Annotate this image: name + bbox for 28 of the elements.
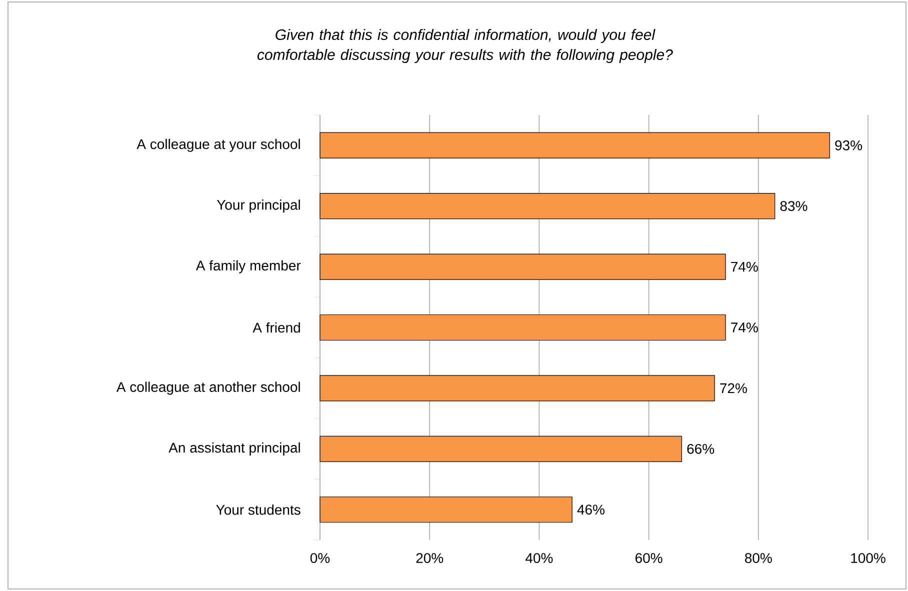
bar: [320, 496, 572, 523]
chart-title: Given that this is confidential information, would you feel comfortable discussing your results with the following people?: [257, 28, 673, 63]
data-label: 72%: [720, 383, 747, 394]
y-tick-label: A friend: [252, 322, 300, 333]
bar: [320, 132, 830, 158]
data-label: 93%: [835, 140, 862, 150]
y-tick-label: An assistant principal: [168, 442, 300, 456]
x-tick-label: 20%: [416, 553, 444, 564]
y-tick-label: A colleague at your school: [136, 138, 300, 152]
bar: [320, 314, 726, 341]
bar: [320, 436, 682, 462]
x-tick-label: 100%: [851, 553, 886, 564]
x-tick-label: 60%: [636, 553, 662, 564]
data-label: 46%: [577, 504, 604, 515]
data-label: 66%: [687, 444, 714, 454]
x-tick-label: 80%: [745, 553, 772, 564]
x-tick-label: 0%: [310, 553, 330, 564]
bar: [320, 254, 726, 280]
y-tick-label: A family member: [196, 260, 301, 274]
data-label: 83%: [780, 201, 808, 212]
y-tick-label: Your principal: [216, 200, 300, 213]
bar: [320, 193, 776, 220]
x-tick-label: 40%: [526, 553, 553, 564]
y-tick-label: Your students: [216, 504, 300, 515]
bar: [320, 375, 715, 402]
y-tick-label: A colleague at another school: [116, 382, 300, 395]
data-label: 74%: [731, 322, 758, 332]
data-label: 74%: [731, 262, 758, 272]
